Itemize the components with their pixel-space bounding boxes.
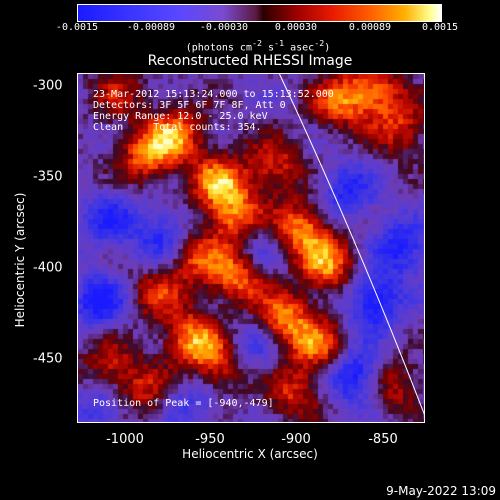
colorbar-tick-label: 0.0015 [421, 22, 459, 33]
y-tick-label: -400 [33, 260, 63, 276]
solar-limb-line [279, 74, 424, 415]
chart-title: Reconstructed RHESSI Image [147, 53, 353, 69]
x-tick-label: -900 [281, 432, 311, 447]
heatmap-image [78, 74, 424, 422]
y-tick-label: -300 [33, 78, 63, 94]
annotation-counts: Clean Total counts: 354. [93, 122, 262, 133]
colorbar-tick-label: -0.00089 [126, 22, 176, 33]
colorbar-tick-label: -0.00030 [199, 22, 249, 33]
colorbar-tick-label: 0.00030 [274, 22, 318, 33]
x-tick-label: -1000 [106, 432, 144, 447]
colorbar-tick-label: 0.00089 [348, 22, 392, 33]
annotation-energy: Energy Range: 12.0 - 25.0 keV [93, 111, 268, 122]
x-tick-label: -950 [195, 432, 225, 447]
y-axis-label: Heliocentric Y (arcsec) [13, 192, 27, 328]
colorbar [77, 4, 442, 22]
colorbar-tick-label: -0.0015 [55, 22, 99, 33]
colorbar-units: (photons cm-2 s-1 asec-2) [185, 38, 331, 54]
timestamp: 9-May-2022 13:09 [386, 484, 496, 498]
peak-position-label: Position of Peak = [-940,-479] [93, 398, 274, 409]
annotation-time: 23-Mar-2012 15:13:24.000 to 15:13:52.000 [93, 89, 334, 100]
y-tick-label: -450 [33, 351, 63, 367]
x-axis-label: Heliocentric X (arcsec) [182, 447, 318, 461]
plot-overlay [279, 74, 424, 415]
y-tick-label: -350 [33, 169, 63, 185]
x-tick-label: -850 [368, 432, 398, 447]
annotation-detectors: Detectors: 3F 5F 6F 7F 8F, Att 0 [93, 100, 286, 111]
plot-area: 23-Mar-2012 15:13:24.000 to 15:13:52.000… [77, 73, 425, 423]
